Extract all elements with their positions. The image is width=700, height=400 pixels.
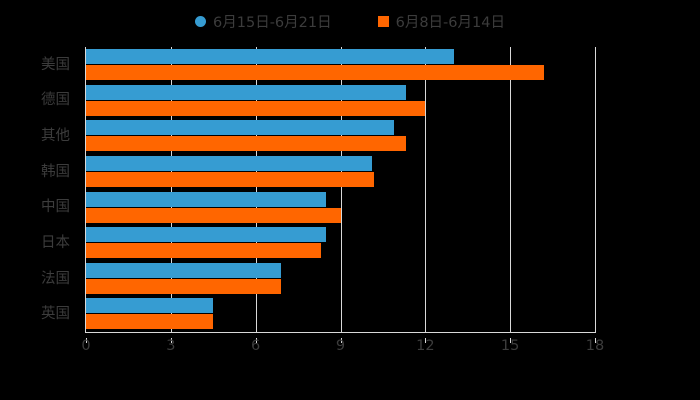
y-axis-labels: 美国德国其他韩国中国日本法国英国: [0, 47, 78, 332]
legend-circle-marker-icon: [195, 15, 207, 27]
bar-group: [86, 47, 595, 83]
y-axis-tick-label: 韩国: [41, 163, 70, 180]
bar-group: [86, 118, 595, 154]
x-axis-tick-label: 12: [416, 338, 435, 354]
bar-series-2[interactable]: [86, 314, 214, 330]
bar-series-1[interactable]: [86, 84, 406, 100]
x-axis-tick-label: 18: [585, 338, 605, 354]
x-axis-tick-label: 6: [251, 338, 261, 354]
y-axis-line: [85, 47, 86, 332]
bar-group: [86, 190, 595, 226]
bar-group: [86, 261, 595, 297]
x-axis-tick-label: 3: [166, 338, 176, 354]
y-axis-tick-label: 日本: [41, 234, 70, 251]
gridline: [340, 47, 342, 332]
legend-label-series-2: 6月8日-6月14日: [395, 14, 505, 31]
y-axis-tick-label: 中国: [41, 199, 70, 216]
bar-series-1[interactable]: [86, 155, 372, 171]
bar-series-2[interactable]: [86, 207, 341, 223]
bar-series-1[interactable]: [86, 120, 395, 136]
legend-square-marker-icon: [377, 15, 389, 27]
legend-label-series-1: 6月15日-6月21日: [213, 14, 332, 31]
bar-series-1[interactable]: [86, 191, 327, 207]
y-axis-tick-label: 美国: [41, 56, 70, 73]
y-axis-tick-label: 德国: [41, 92, 70, 109]
y-axis-tick-label: 英国: [41, 306, 70, 323]
gridline: [255, 47, 257, 332]
bar-group: [86, 154, 595, 190]
bar-group: [86, 296, 595, 332]
legend-item-series-1[interactable]: 6月15日-6月21日: [195, 11, 332, 32]
bar-series-2[interactable]: [86, 278, 282, 294]
gridline: [170, 47, 172, 332]
x-axis-tick-label: 15: [500, 338, 520, 354]
bar-series-1[interactable]: [86, 262, 282, 278]
bar-series-2[interactable]: [86, 100, 426, 116]
x-axis-tick: [425, 338, 427, 343]
x-axis-tick-label: 9: [335, 338, 346, 354]
x-axis-labels: 0 3 6 9 12 15 18: [81, 338, 604, 360]
chart-legend: 6月15日-6月21日 6月8日-6月14日: [0, 8, 700, 34]
y-axis-tick-label: 法国: [41, 270, 70, 287]
x-axis-tick: [255, 338, 257, 343]
gridline: [510, 47, 512, 332]
x-axis-line: [85, 332, 596, 333]
bar-series-2[interactable]: [86, 136, 406, 152]
legend-item-series-2[interactable]: 6月8日-6月14日: [377, 11, 505, 32]
gridline: [425, 47, 427, 332]
plot-area: [85, 47, 596, 333]
bar-group: [86, 83, 595, 119]
x-axis-tick: [170, 338, 172, 343]
gridline: [595, 47, 596, 332]
y-axis-tick-label: 其他: [41, 128, 70, 145]
bar-series-1[interactable]: [86, 49, 454, 64]
bar-series-2[interactable]: [86, 171, 375, 187]
x-axis-tick-label: 0: [81, 338, 91, 354]
bar-series-2[interactable]: [86, 65, 545, 80]
x-axis-tick: [340, 338, 342, 343]
bar-series-1[interactable]: [86, 298, 214, 314]
x-axis-tick: [86, 338, 87, 343]
bar-series-1[interactable]: [86, 227, 327, 243]
bar-series-2[interactable]: [86, 243, 321, 259]
x-axis-tick: [595, 338, 596, 343]
x-axis-tick: [510, 338, 512, 343]
bar-group: [86, 225, 595, 261]
